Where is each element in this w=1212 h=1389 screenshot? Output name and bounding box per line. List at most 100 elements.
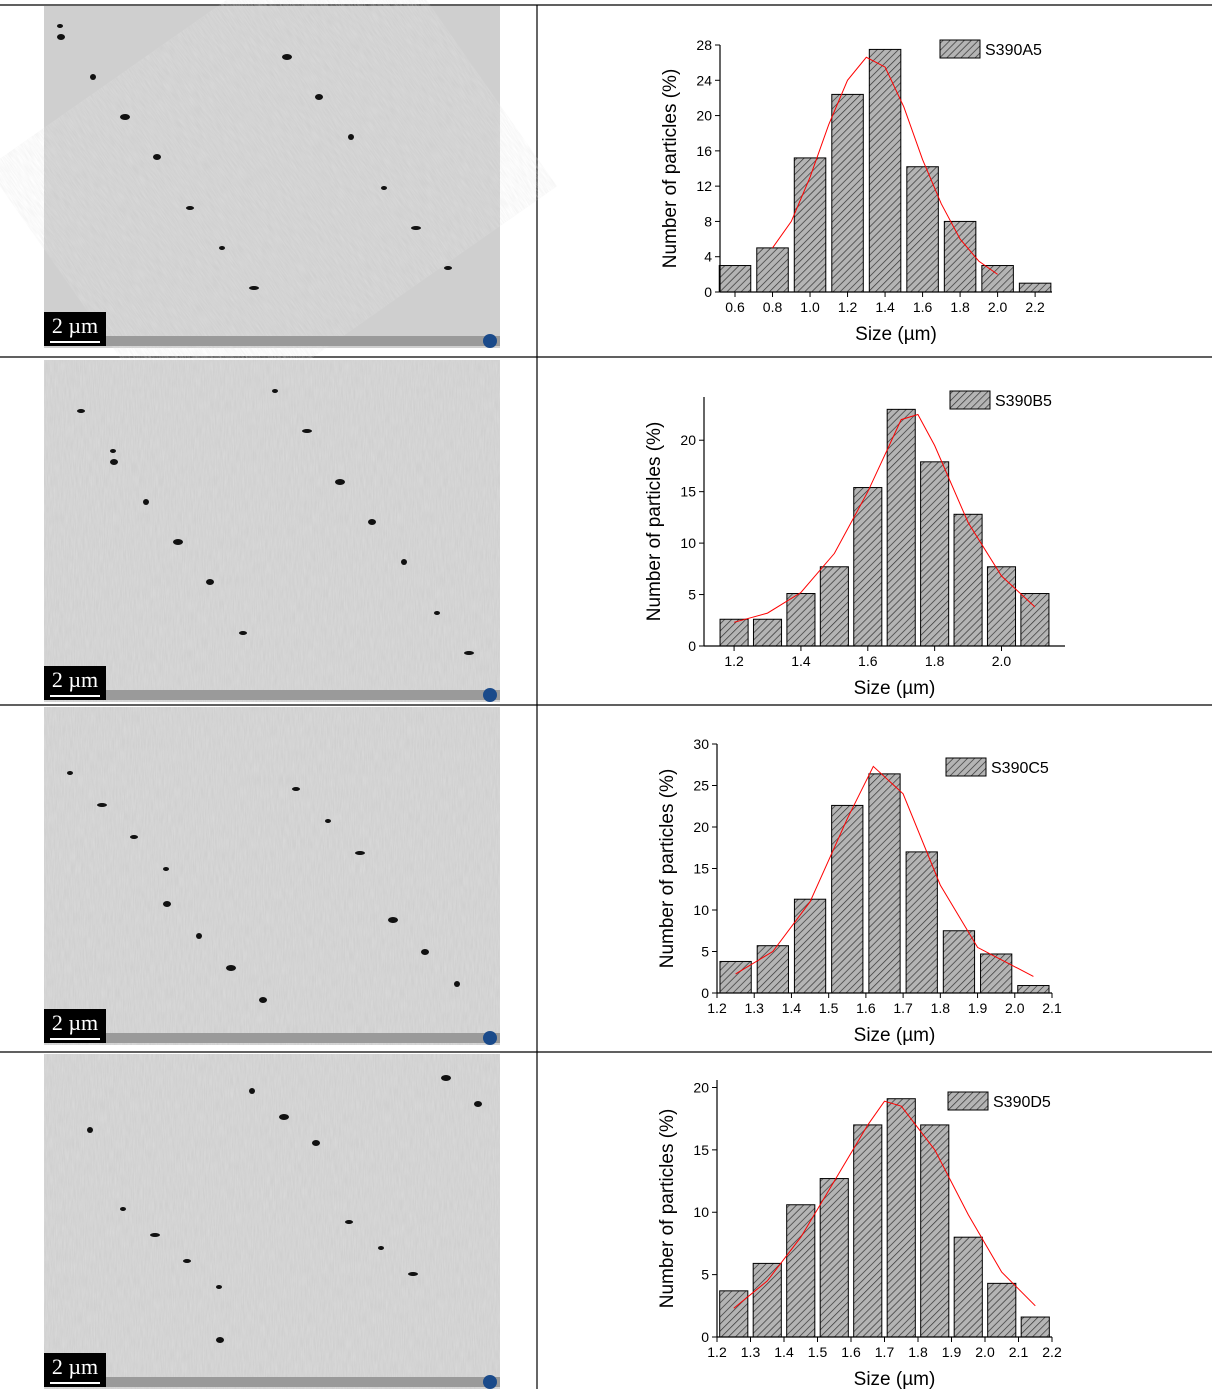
sem-pore — [120, 1207, 126, 1211]
sem-pore — [216, 1285, 222, 1289]
sem-pore — [110, 459, 118, 465]
x-axis-label: Size (µm) — [855, 324, 937, 345]
bar — [756, 945, 789, 994]
y-axis-label: Number of particles (%) — [660, 69, 681, 269]
sem-pore — [249, 1088, 255, 1094]
scale-box — [44, 1353, 106, 1387]
x-tick-label: 1.4 — [782, 1000, 802, 1016]
info-bar — [44, 690, 500, 700]
x-tick-label: 1.8 — [950, 299, 970, 315]
sem-pore — [368, 519, 376, 525]
sem-pore — [401, 559, 407, 565]
y-axis-label: Number of particles (%) — [657, 769, 678, 969]
bar — [920, 461, 950, 647]
bar — [886, 1098, 916, 1338]
bar — [752, 618, 783, 647]
bar — [718, 265, 752, 293]
bar — [831, 804, 864, 994]
x-tick-label: 1.3 — [741, 1344, 761, 1360]
sem-pore — [226, 965, 236, 971]
x-tick-label: 2.0 — [988, 299, 1008, 315]
sem-pore — [173, 539, 183, 545]
bar — [1017, 985, 1050, 994]
scale-box — [44, 1009, 106, 1043]
sem-pore — [196, 933, 202, 939]
sem-pore — [464, 651, 474, 655]
y-tick-label: 0 — [701, 985, 709, 1001]
legend-swatch — [949, 390, 991, 410]
sem-pore — [120, 114, 130, 120]
sem-pore — [279, 1114, 289, 1120]
y-tick-label: 12 — [696, 178, 712, 194]
x-tick-label: 1.7 — [893, 1000, 913, 1016]
sem-pore — [434, 611, 440, 615]
sem-pore — [421, 949, 429, 955]
bar — [819, 566, 849, 647]
info-bar — [44, 1033, 500, 1043]
info-bar — [44, 336, 500, 346]
logo — [483, 1031, 497, 1045]
sem-pore — [355, 851, 365, 855]
bar — [886, 408, 916, 647]
sem-pore — [57, 24, 63, 28]
x-tick-label: 1.6 — [856, 1000, 876, 1016]
sem-texture — [44, 707, 500, 1045]
legend-label: S390C5 — [991, 760, 1049, 777]
x-tick-label: 2.1 — [1009, 1344, 1029, 1360]
legend-swatch — [947, 1091, 989, 1111]
bar — [905, 851, 938, 994]
x-tick-label: 2.0 — [992, 653, 1012, 669]
sem-pore — [312, 1140, 320, 1146]
sem-pore — [150, 1233, 160, 1237]
sem-pore — [345, 1220, 353, 1224]
bar — [831, 93, 864, 293]
y-tick-label: 5 — [701, 944, 709, 960]
y-tick-label: 4 — [704, 249, 712, 265]
x-tick-label: 0.6 — [725, 299, 745, 315]
sem-pore — [325, 819, 331, 823]
bar — [986, 566, 1017, 647]
bar — [953, 1236, 983, 1338]
sem-pore — [411, 226, 421, 230]
sem-pore — [97, 803, 107, 807]
bar — [752, 1262, 782, 1338]
y-tick-label: 10 — [693, 902, 709, 918]
bar — [953, 513, 983, 647]
sem-pore — [474, 1101, 482, 1107]
sem-pore — [90, 74, 96, 80]
sem-pore — [249, 286, 259, 290]
sem-texture — [44, 360, 500, 702]
sem-pore — [163, 901, 171, 907]
logo — [483, 688, 497, 702]
sem-pore — [153, 154, 161, 160]
scale-box — [44, 666, 106, 700]
sem-pore — [335, 479, 345, 485]
sem-pore — [67, 771, 73, 775]
bar — [756, 247, 789, 293]
y-tick-label: 15 — [693, 861, 709, 877]
x-tick-label: 2.2 — [1042, 1344, 1062, 1360]
x-axis-label: Size (µm) — [854, 1025, 936, 1046]
sem-pore — [388, 917, 398, 923]
y-tick-label: 5 — [688, 587, 696, 603]
bar — [853, 487, 883, 647]
sem-pore — [130, 835, 138, 839]
y-tick-label: 15 — [680, 484, 696, 500]
scale-label: 2 µm — [52, 667, 98, 692]
x-tick-label: 1.2 — [707, 1344, 727, 1360]
y-axis-label: Number of particles (%) — [657, 1109, 678, 1309]
sem-pore — [77, 409, 85, 413]
sem-pore — [183, 1259, 191, 1263]
y-tick-label: 0 — [688, 638, 696, 654]
x-tick-label: 1.4 — [774, 1344, 794, 1360]
sem-pore — [315, 94, 323, 100]
x-tick-label: 1.5 — [819, 1000, 839, 1016]
x-tick-label: 1.2 — [707, 1000, 727, 1016]
bar — [819, 1178, 849, 1338]
sem-pore — [186, 206, 194, 210]
y-tick-label: 5 — [701, 1267, 709, 1283]
x-tick-label: 1.3 — [744, 1000, 764, 1016]
legend-label: S390B5 — [995, 393, 1052, 410]
x-tick-label: 1.2 — [838, 299, 858, 315]
info-bar — [44, 1377, 500, 1387]
